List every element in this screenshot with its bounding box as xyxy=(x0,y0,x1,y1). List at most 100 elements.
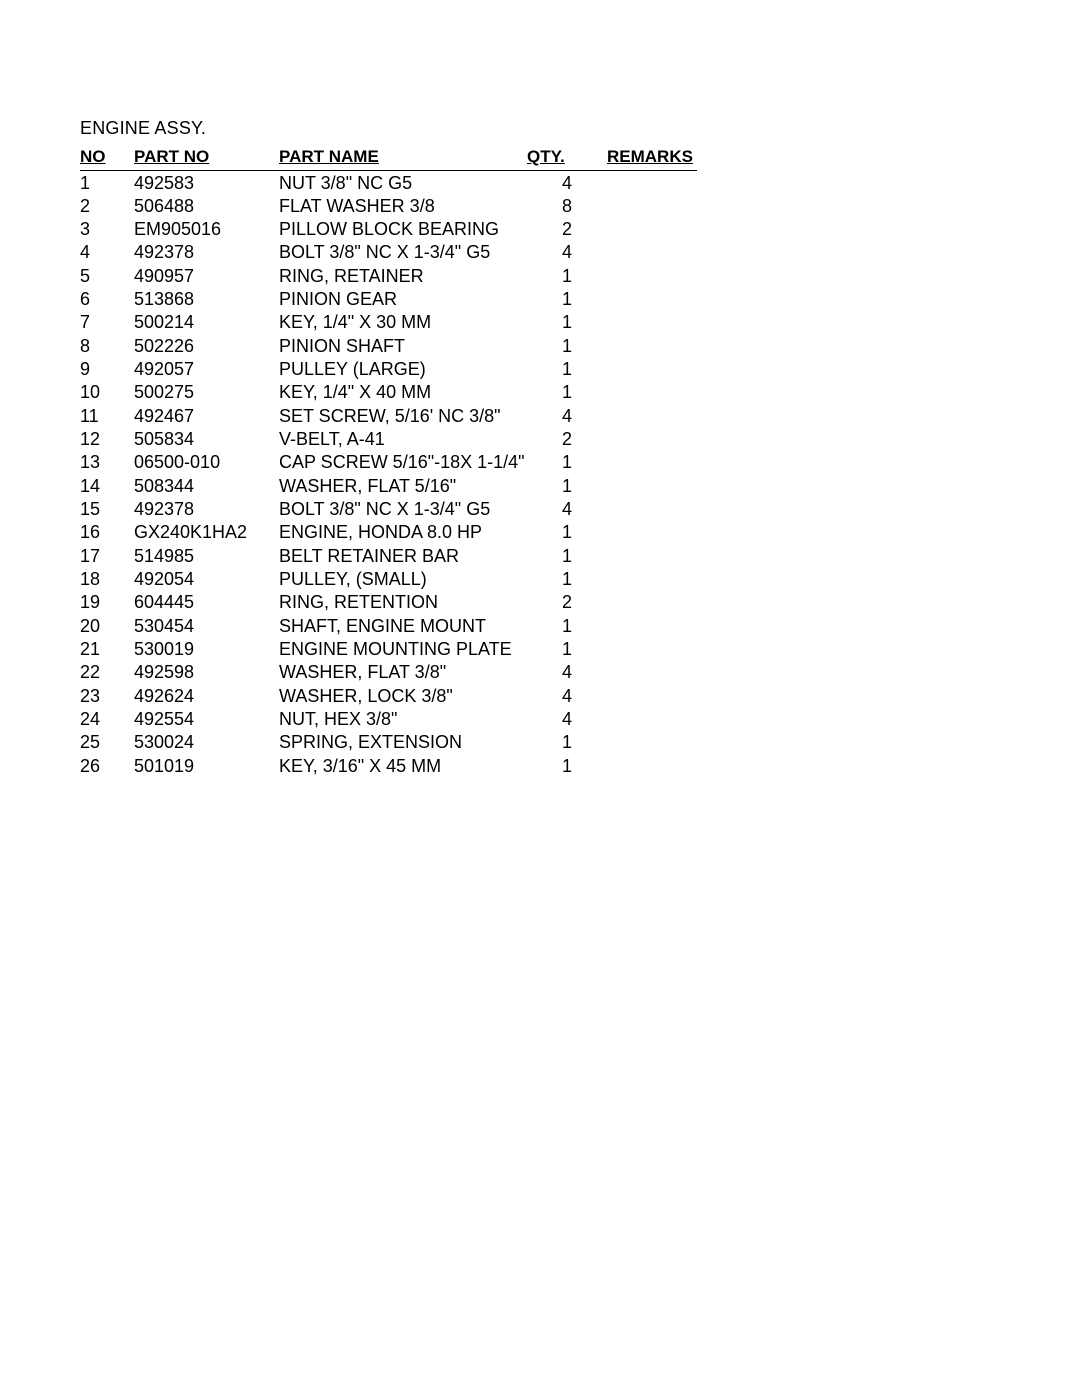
cell-qty: 1 xyxy=(527,568,607,591)
cell-remarks xyxy=(607,311,697,334)
cell-no: 19 xyxy=(80,591,134,614)
cell-qty: 4 xyxy=(527,404,607,427)
cell-remarks xyxy=(607,638,697,661)
table-row: 23492624WASHER, LOCK 3/8"4 xyxy=(80,684,697,707)
table-row: 19604445RING, RETENTION2 xyxy=(80,591,697,614)
cell-part-no: GX240K1HA2 xyxy=(134,521,279,544)
cell-qty: 1 xyxy=(527,311,607,334)
cell-remarks xyxy=(607,358,697,381)
table-row: 24492554NUT, HEX 3/8"4 xyxy=(80,708,697,731)
cell-part-no: 506488 xyxy=(134,194,279,217)
cell-qty: 1 xyxy=(527,731,607,754)
document-title: ENGINE ASSY. xyxy=(80,118,697,139)
cell-part-no: 502226 xyxy=(134,334,279,357)
cell-part-no: 530019 xyxy=(134,638,279,661)
cell-part-no: 514985 xyxy=(134,544,279,567)
cell-no: 24 xyxy=(80,708,134,731)
cell-part-name: NUT 3/8" NC G5 xyxy=(279,171,527,195)
cell-no: 8 xyxy=(80,334,134,357)
cell-qty: 2 xyxy=(527,218,607,241)
cell-remarks xyxy=(607,334,697,357)
table-row: 26501019KEY, 3/16" X 45 MM1 xyxy=(80,754,697,777)
cell-qty: 1 xyxy=(527,474,607,497)
cell-part-no: 490957 xyxy=(134,264,279,287)
cell-qty: 4 xyxy=(527,708,607,731)
cell-part-no: 505834 xyxy=(134,428,279,451)
cell-part-no: 492554 xyxy=(134,708,279,731)
cell-qty: 1 xyxy=(527,451,607,474)
cell-part-name: V-BELT, A-41 xyxy=(279,428,527,451)
cell-part-no: 492598 xyxy=(134,661,279,684)
cell-part-name: PINION SHAFT xyxy=(279,334,527,357)
cell-qty: 2 xyxy=(527,428,607,451)
cell-part-no: 604445 xyxy=(134,591,279,614)
cell-part-name: NUT, HEX 3/8" xyxy=(279,708,527,731)
cell-no: 10 xyxy=(80,381,134,404)
cell-part-no: 508344 xyxy=(134,474,279,497)
table-row: 25530024SPRING, EXTENSION1 xyxy=(80,731,697,754)
cell-remarks xyxy=(607,498,697,521)
table-row: 12505834V-BELT, A-412 xyxy=(80,428,697,451)
table-row: 4492378BOLT 3/8" NC X 1-3/4" G54 xyxy=(80,241,697,264)
cell-part-no: 492624 xyxy=(134,684,279,707)
cell-part-name: WASHER, LOCK 3/8" xyxy=(279,684,527,707)
cell-remarks xyxy=(607,428,697,451)
cell-qty: 1 xyxy=(527,614,607,637)
table-row: 8502226PINION SHAFT1 xyxy=(80,334,697,357)
cell-no: 7 xyxy=(80,311,134,334)
cell-part-name: PINION GEAR xyxy=(279,288,527,311)
table-row: 5490957RING, RETAINER1 xyxy=(80,264,697,287)
cell-part-no: 492054 xyxy=(134,568,279,591)
cell-qty: 1 xyxy=(527,521,607,544)
cell-remarks xyxy=(607,264,697,287)
col-header-part-no: PART NO xyxy=(134,145,279,171)
cell-remarks xyxy=(607,731,697,754)
cell-no: 11 xyxy=(80,404,134,427)
cell-qty: 4 xyxy=(527,661,607,684)
cell-qty: 4 xyxy=(527,684,607,707)
parts-table-body: 1492583NUT 3/8" NC G542506488FLAT WASHER… xyxy=(80,171,697,778)
cell-part-no: 500275 xyxy=(134,381,279,404)
cell-part-no: 06500-010 xyxy=(134,451,279,474)
cell-remarks xyxy=(607,404,697,427)
cell-part-name: KEY, 3/16" X 45 MM xyxy=(279,754,527,777)
page: ENGINE ASSY. NO PART NO PART NAME QTY. R… xyxy=(0,0,1080,1397)
cell-remarks xyxy=(607,521,697,544)
table-row: 3EM905016PILLOW BLOCK BEARING2 xyxy=(80,218,697,241)
cell-no: 5 xyxy=(80,264,134,287)
cell-remarks xyxy=(607,171,697,195)
cell-remarks xyxy=(607,474,697,497)
table-row: 14508344WASHER, FLAT 5/16"1 xyxy=(80,474,697,497)
cell-part-name: SET SCREW, 5/16' NC 3/8" xyxy=(279,404,527,427)
cell-remarks xyxy=(607,194,697,217)
col-header-no: NO xyxy=(80,145,134,171)
cell-qty: 1 xyxy=(527,288,607,311)
cell-qty: 4 xyxy=(527,171,607,195)
table-row: 15492378BOLT 3/8" NC X 1-3/4" G54 xyxy=(80,498,697,521)
cell-remarks xyxy=(607,684,697,707)
table-row: 21530019ENGINE MOUNTING PLATE1 xyxy=(80,638,697,661)
cell-part-name: ENGINE, HONDA 8.0 HP xyxy=(279,521,527,544)
col-header-remarks: REMARKS xyxy=(607,145,697,171)
cell-part-name: RING, RETENTION xyxy=(279,591,527,614)
cell-no: 16 xyxy=(80,521,134,544)
col-header-qty: QTY. xyxy=(527,145,607,171)
cell-remarks xyxy=(607,544,697,567)
cell-qty: 1 xyxy=(527,334,607,357)
cell-no: 3 xyxy=(80,218,134,241)
cell-no: 15 xyxy=(80,498,134,521)
cell-part-name: WASHER, FLAT 3/8" xyxy=(279,661,527,684)
table-row: 6513868PINION GEAR1 xyxy=(80,288,697,311)
cell-part-no: 492378 xyxy=(134,241,279,264)
table-row: 17514985BELT RETAINER BAR1 xyxy=(80,544,697,567)
cell-remarks xyxy=(607,218,697,241)
cell-part-name: BOLT 3/8" NC X 1-3/4" G5 xyxy=(279,241,527,264)
cell-part-no: 500214 xyxy=(134,311,279,334)
cell-part-name: SHAFT, ENGINE MOUNT xyxy=(279,614,527,637)
cell-part-name: FLAT WASHER 3/8 xyxy=(279,194,527,217)
cell-remarks xyxy=(607,568,697,591)
table-row: 22492598WASHER, FLAT 3/8"4 xyxy=(80,661,697,684)
cell-part-no: 530454 xyxy=(134,614,279,637)
cell-part-no: 530024 xyxy=(134,731,279,754)
cell-qty: 1 xyxy=(527,381,607,404)
